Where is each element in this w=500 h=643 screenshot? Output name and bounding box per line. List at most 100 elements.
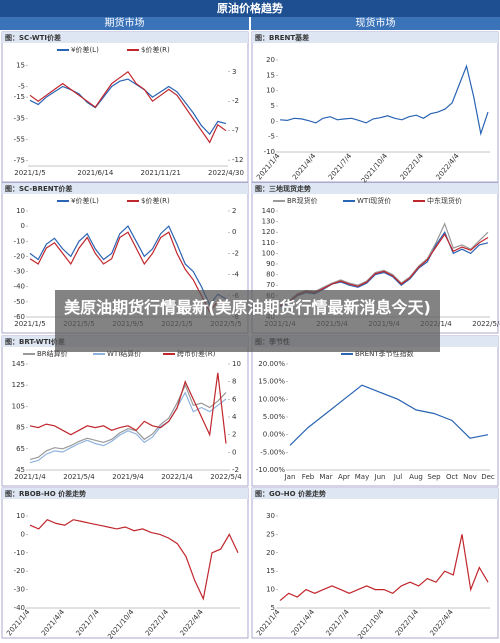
y-tick-label: 85 xyxy=(16,424,25,432)
x-tick-label: 2021/1/4 xyxy=(255,152,282,182)
series-line xyxy=(279,64,489,136)
x-tick-label: Jan xyxy=(284,473,296,481)
x-tick-label: 2021/10/4 xyxy=(360,152,390,185)
y2-tick-label: -2 xyxy=(232,97,239,105)
x-tick-label: 2022/1/4 xyxy=(394,608,421,638)
x-tick-label: 2021/7/4 xyxy=(325,608,352,638)
x-tick-label: 2021/1/5 xyxy=(14,169,45,177)
y-tick-label: 15 xyxy=(16,61,25,69)
x-tick-label: 2021/1/4 xyxy=(255,608,282,638)
y-tick-label: 0 xyxy=(271,117,275,125)
y-tick-label: 30 xyxy=(266,512,275,520)
x-tick-label: 2022/4/4 xyxy=(429,608,456,638)
y-tick-label: -10 xyxy=(14,549,25,557)
legend-label: $价差(R) xyxy=(141,196,170,205)
chart-title: 图：RBOB-HO 价差走势 xyxy=(5,489,86,498)
y-tick-label: 145 xyxy=(12,360,25,368)
y-tick-label: -55 xyxy=(14,136,25,144)
y-tick-label: 10.00% xyxy=(258,395,285,403)
panel-title-bar xyxy=(252,32,498,43)
x-tick-label: 2021/1/4 xyxy=(5,608,32,638)
x-tick-label: 2021/10/4 xyxy=(106,608,136,641)
y2-tick-label: 3 xyxy=(232,68,236,76)
y-tick-label: -10 xyxy=(264,148,275,156)
y-tick-label: 10 xyxy=(16,207,25,215)
legend-label: BR现货价 xyxy=(287,196,318,205)
chart-panel: 图：季节性BRENT季节性指数20.00%15.00%10.00%5.00%0.… xyxy=(251,335,499,487)
x-tick-label: 2021/4/4 xyxy=(291,152,318,182)
y-tick-label: -15 xyxy=(14,93,25,101)
x-tick-label: 2021/1/4 xyxy=(14,473,46,481)
x-tick-label: 2021/10/4 xyxy=(356,608,386,641)
section-header: 现货市场 xyxy=(251,17,500,30)
chart-panel: 图：BRT-WTI价差 BR结算价 WTI结算价 跨市价差(R) 145 125 105 85… xyxy=(1,335,249,487)
y-tick-label: 20 xyxy=(266,549,275,557)
x-tick-label: 2021/9/4 xyxy=(112,473,144,481)
y-tick-label: 15 xyxy=(266,567,275,575)
y-tick-label: 5 xyxy=(271,604,275,612)
y-tick-label: 5 xyxy=(271,102,275,110)
x-tick-label: May xyxy=(355,473,369,481)
legend-label: $价差(R) xyxy=(141,45,170,54)
panel-frame xyxy=(251,31,499,183)
x-tick-label: Jul xyxy=(393,473,403,481)
x-tick-label: 2021/5/4 xyxy=(63,473,95,481)
panel-title-bar xyxy=(2,183,248,194)
y-tick-label: 0.00% xyxy=(263,431,286,439)
y-tick-label: 0 xyxy=(21,530,25,538)
series-line xyxy=(279,534,489,602)
y-tick-label: -5 xyxy=(268,133,275,141)
y2-tick-label: -2 xyxy=(232,249,239,257)
x-tick-label: 2021/1/5 xyxy=(14,320,45,328)
y-tick-label: -35 xyxy=(14,114,25,122)
y2-tick-label: -2 xyxy=(232,466,239,474)
y2-tick-label: -4 xyxy=(232,271,240,279)
x-tick-label: Feb xyxy=(302,473,315,481)
y2-tick-label: 10 xyxy=(232,360,241,368)
panel-title-bar xyxy=(252,488,498,499)
series-line xyxy=(29,70,227,144)
legend-label: WTI结算价 xyxy=(107,349,141,358)
legend-label: BRENT季节性指数 xyxy=(355,349,414,358)
chart-title: 图：三地现货走势 xyxy=(255,184,311,193)
x-tick-label: 2022/5/4 xyxy=(210,473,242,481)
y-tick-label: -60 xyxy=(14,313,25,321)
x-tick-label: 2022/1/4 xyxy=(144,608,171,638)
x-tick-label: 2021/4/4 xyxy=(40,608,67,638)
x-tick-label: Apr xyxy=(338,473,350,481)
y2-tick-label: 6 xyxy=(232,395,237,403)
x-tick-label: 2021/4/4 xyxy=(290,608,317,638)
y-tick-label: -5.00% xyxy=(260,448,285,456)
y2-tick-label: 4 xyxy=(232,413,237,421)
series-line xyxy=(29,372,227,444)
x-tick-label: 2021/7/4 xyxy=(327,152,354,182)
y-tick-label: -30 xyxy=(14,268,25,276)
y-tick-label: 45 xyxy=(16,466,25,474)
y2-tick-label: -7 xyxy=(232,127,239,135)
x-tick-label: 2022/4/30 xyxy=(208,169,244,177)
y-tick-label: 5.00% xyxy=(263,413,286,421)
legend-label: WTI现货价 xyxy=(357,196,391,205)
y-tick-label: 20 xyxy=(266,56,275,64)
y-tick-label: 100 xyxy=(262,249,275,257)
y-tick-label: 20.00% xyxy=(258,360,285,368)
y-tick-label: 10 xyxy=(16,512,25,520)
x-tick-label: 2021/6/14 xyxy=(77,169,113,177)
series-line xyxy=(29,225,227,307)
y2-tick-label: 2 xyxy=(232,431,236,439)
page-title: 原油价格趋势 xyxy=(0,0,500,17)
panel-frame xyxy=(251,335,499,487)
y-tick-label: 0 xyxy=(21,222,25,230)
y2-tick-label: 2 xyxy=(232,207,236,215)
chart-title: 图：BRT-WTI价差 xyxy=(5,337,65,346)
headline-banner: 美原油期货行情最新(美原油期货行情最新消息今天) xyxy=(55,290,440,352)
panel-title-bar xyxy=(2,488,248,499)
y-tick-label: 10 xyxy=(266,87,275,95)
y-tick-label: 110 xyxy=(262,239,275,247)
y2-tick-label: 0 xyxy=(232,448,236,456)
chart-panel: 图：SC-WTI价差 ¥价差(L) $价差(R) 15 -5 -15 -35 -55 -75 3 -… xyxy=(1,31,249,183)
legend-label: BR结算价 xyxy=(37,349,68,358)
chart-title: 图：SC-BRENT价差 xyxy=(5,184,72,193)
